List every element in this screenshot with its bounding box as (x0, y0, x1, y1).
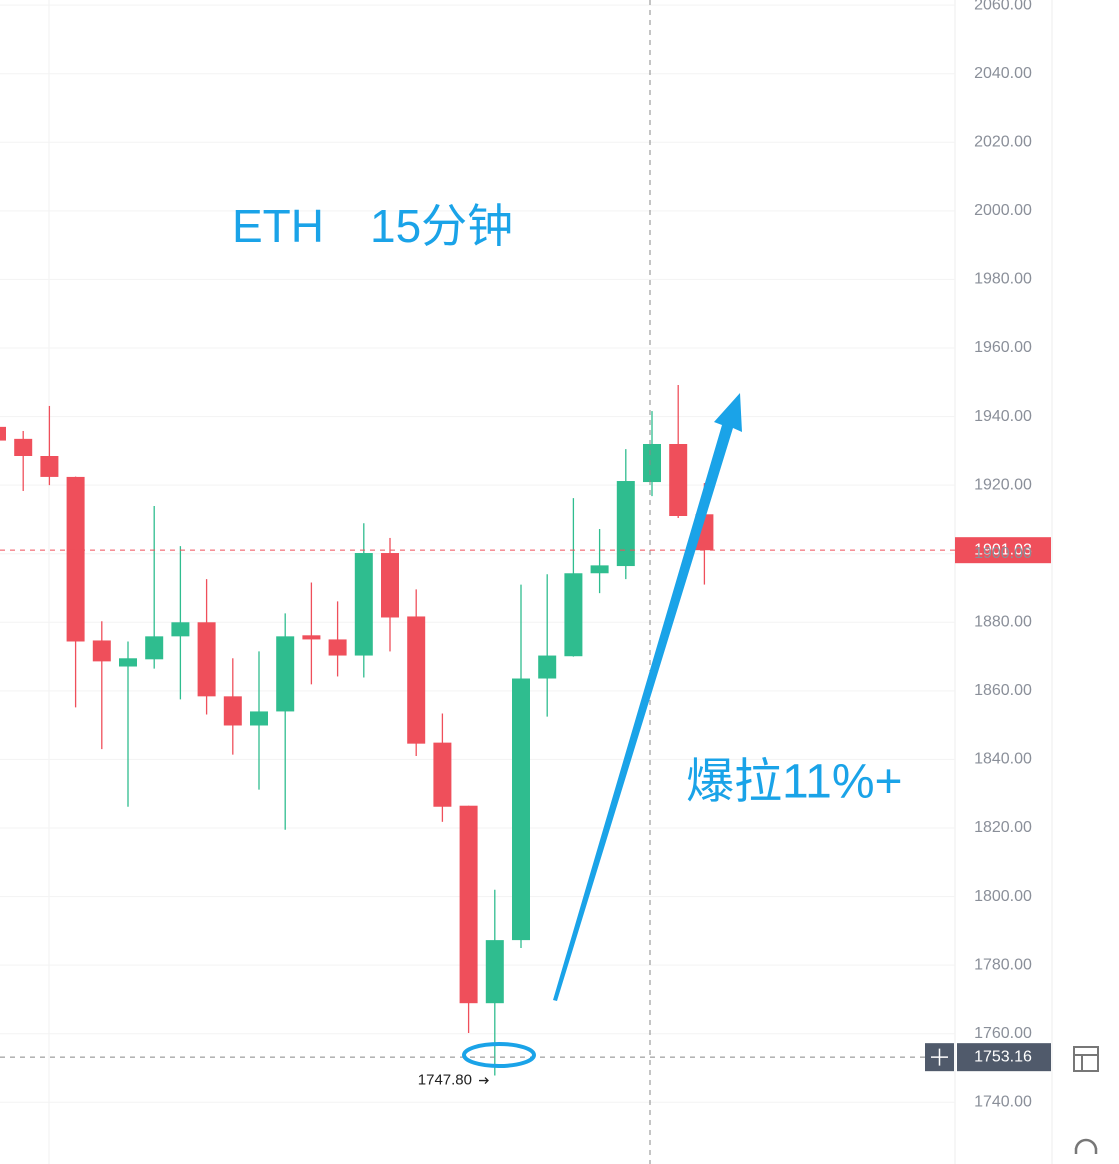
annotation-rally: 爆拉11%+ (686, 756, 903, 809)
candle-body (119, 658, 137, 667)
crosshair-plus (931, 1048, 948, 1066)
candle-body (171, 622, 190, 637)
candle-body (92, 640, 111, 662)
overlay: 1901.03 1753.16 1747.80 (0, 537, 1051, 1089)
candle-body (354, 553, 373, 656)
candle-body (145, 636, 164, 660)
candle-body (669, 444, 688, 516)
candle-body (40, 456, 59, 477)
candle-body (512, 678, 530, 941)
y-tick-label: 1840.00 (974, 751, 1032, 768)
candle-body (66, 476, 85, 642)
last-price-box (955, 537, 1051, 564)
candle-body (407, 616, 426, 744)
y-tick-label: 2000.00 (974, 202, 1032, 219)
candle-body (328, 639, 347, 656)
candle-body (197, 622, 216, 697)
y-tick-label: 1760.00 (974, 1025, 1032, 1042)
y-tick-label: 1860.00 (974, 682, 1032, 699)
y-tick-label: 1740.00 (974, 1094, 1032, 1111)
y-tick-label: 1800.00 (974, 888, 1032, 905)
last-price-label: 1901.03 (974, 541, 1032, 558)
y-tick-label: 1980.00 (974, 271, 1032, 288)
candle-body (485, 940, 504, 1004)
y-tick-label: 1940.00 (974, 408, 1032, 425)
y-tick-label: 1960.00 (974, 339, 1032, 356)
candle-body (590, 565, 609, 574)
y-tick-label: 1780.00 (974, 956, 1032, 973)
y-tick-label: 2020.00 (974, 134, 1032, 151)
y-tick-label: 2040.00 (974, 65, 1032, 82)
crosshair-price-label: 1753.16 (974, 1048, 1032, 1065)
low-marker-arrow (479, 1077, 489, 1084)
annotation-title: ETH 15分钟 (232, 200, 513, 252)
crosshair-price-box (957, 1043, 1051, 1072)
candle-body (276, 636, 295, 712)
low-marker-label: 1747.80 (418, 1072, 472, 1089)
toolbar (1073, 1046, 1099, 1154)
low-circle (462, 1042, 536, 1068)
candle-body (381, 553, 399, 618)
candle-body (433, 742, 452, 807)
layout-icon[interactable] (1073, 1046, 1099, 1072)
y-tick-label: 1900.00 (974, 545, 1032, 562)
y-tick-label: 1920.00 (974, 476, 1032, 493)
candle-body (459, 805, 478, 1004)
y-tick-label: 1820.00 (974, 819, 1032, 836)
candle-body (223, 696, 242, 726)
candle-body (14, 438, 33, 456)
candle-body (616, 481, 635, 567)
candle-body (0, 426, 6, 441)
candle-body (250, 711, 268, 726)
y-tick-label: 1880.00 (974, 614, 1032, 631)
candle-body (538, 655, 557, 679)
candle-body (302, 635, 321, 640)
grid (0, 4, 955, 1103)
candle-body (643, 444, 661, 483)
rally-arrow (553, 393, 742, 1001)
y-tick-label: 2060.00 (974, 0, 1032, 13)
candles (0, 385, 714, 1076)
support-icon[interactable] (1074, 1138, 1098, 1154)
candle-body (564, 573, 583, 657)
